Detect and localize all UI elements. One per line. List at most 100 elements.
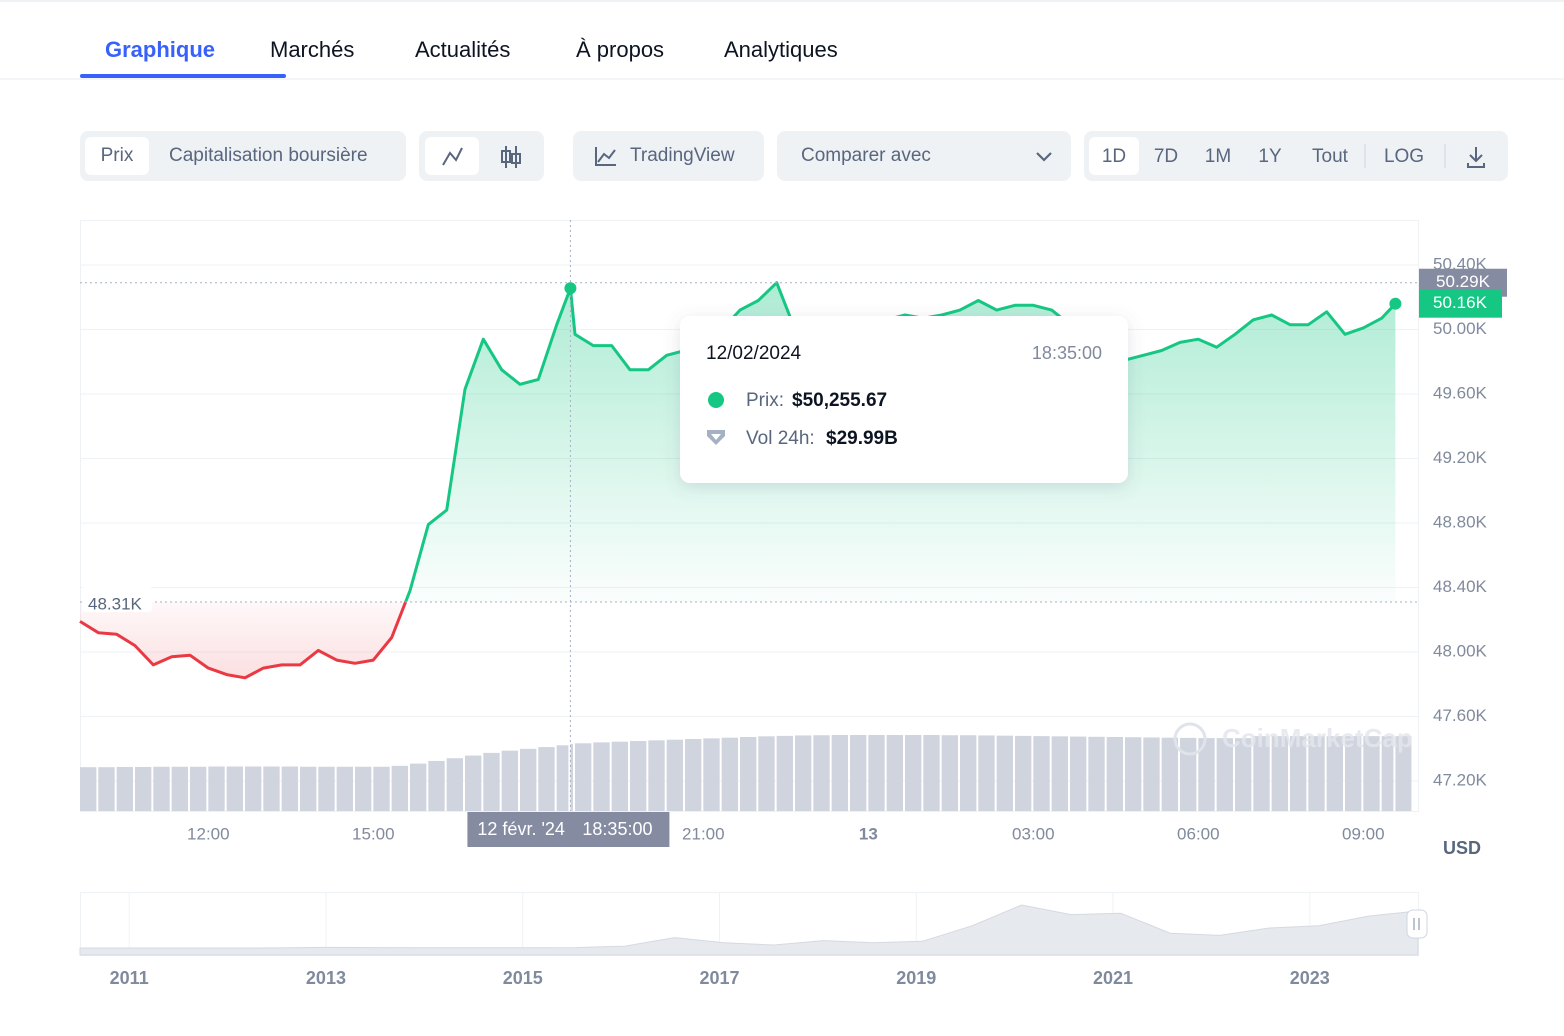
- last-label: 50.16K: [1433, 293, 1488, 312]
- navigator-year: 2021: [1093, 968, 1133, 988]
- metric-group: [80, 131, 406, 181]
- tab[interactable]: À propos: [576, 37, 664, 62]
- y-tick-label: 47.60K: [1433, 706, 1488, 725]
- tab-underline: [80, 74, 286, 78]
- compare-dropdown[interactable]: [777, 131, 1071, 181]
- volume-bar: [1326, 736, 1343, 811]
- volume-bar: [373, 766, 390, 811]
- unit-label: USD: [1443, 838, 1481, 858]
- volume-bar: [1395, 736, 1412, 811]
- chevron: [1036, 152, 1052, 162]
- navigator: 2011 2013 2015 2017 2019 2021 2023: [79, 892, 1428, 988]
- selected-pill: [85, 137, 149, 175]
- volume-bar: [570, 743, 573, 811]
- tradingview-button[interactable]: [573, 131, 764, 181]
- candle-icon[interactable]: [501, 146, 521, 168]
- volume-bar: [685, 739, 702, 811]
- volume-bar: [428, 760, 445, 811]
- volume-bar: [410, 763, 427, 811]
- tab[interactable]: Graphique: [105, 37, 215, 62]
- volume-bar: [1070, 736, 1087, 811]
- metric-button[interactable]: Prix: [101, 145, 134, 166]
- volume-bar: [1271, 736, 1288, 811]
- volume-bar: [318, 766, 335, 811]
- tradingview-icon: [595, 147, 616, 166]
- volume-bar: [758, 736, 775, 811]
- tab[interactable]: Actualités: [415, 37, 510, 62]
- x-tick-label: 21:00: [682, 824, 725, 843]
- volume-label: Vol 24h:: [746, 428, 815, 449]
- volume-bar: [98, 767, 115, 811]
- volume-bar: [1180, 737, 1197, 811]
- volume-bar: [740, 737, 757, 811]
- tooltip-box: [680, 316, 1128, 483]
- x-tick-label: 15:00: [352, 824, 395, 843]
- watermark-logo: [1173, 722, 1207, 756]
- y-tick-label: 48.40K: [1433, 577, 1488, 596]
- tab[interactable]: Analytiques: [724, 37, 838, 62]
- volume-bar: [520, 748, 537, 811]
- range-button[interactable]: Tout: [1312, 146, 1349, 167]
- volume-bar: [886, 735, 903, 811]
- volume-bar: [300, 766, 317, 811]
- volume-bar: [556, 745, 569, 811]
- volume-bar: [446, 758, 463, 811]
- volume-bar: [923, 735, 940, 811]
- y-tick-label: 49.20K: [1433, 448, 1488, 467]
- crosshair-label-bg: [467, 812, 670, 847]
- download-icon[interactable]: [1467, 147, 1485, 168]
- volume-bar: [996, 735, 1013, 811]
- volume-bar: [501, 750, 518, 811]
- range-button[interactable]: 1D: [1102, 146, 1126, 167]
- volume-bar: [1345, 736, 1362, 811]
- high-label: 50.29K: [1436, 272, 1491, 291]
- volume-bar: [666, 739, 683, 811]
- volume-bar: [868, 735, 885, 811]
- volume-bar: [1198, 738, 1215, 811]
- volume-bar: [1125, 737, 1142, 811]
- x-tick-label: 12:00: [187, 824, 230, 843]
- volume-icon-inner: [711, 434, 721, 440]
- last-point: [1389, 297, 1402, 310]
- log-button[interactable]: LOG: [1384, 146, 1424, 167]
- baseline-label-bg: [82, 586, 152, 613]
- volume-bar: [226, 766, 243, 811]
- volume-bar: [1015, 735, 1032, 811]
- volume-bar: [245, 766, 262, 811]
- navigator-handle[interactable]: [1406, 909, 1428, 939]
- price-dot: [708, 392, 724, 408]
- range-button[interactable]: 1M: [1205, 146, 1231, 167]
- price-label: Prix:: [746, 390, 784, 411]
- tooltip-time: 18:35:00: [1032, 343, 1102, 363]
- chart: 47.20K 47.60K 48.00K 48.40K 48.80K 49.20K 49.6…: [79, 220, 1507, 858]
- x-tick-label: 09:00: [1342, 824, 1385, 843]
- volume-bar: [593, 742, 610, 811]
- volume-bar: [1143, 737, 1160, 811]
- volume-bar: [1308, 736, 1325, 811]
- selected-pill: [1089, 137, 1139, 175]
- tooltip: 12/02/2024 18:35:00 Prix: $50,255.67 Vol…: [680, 316, 1128, 483]
- tab[interactable]: Marchés: [270, 37, 354, 62]
- volume-bar: [1216, 738, 1233, 811]
- tooltip-date: 12/02/2024: [706, 343, 802, 364]
- price-line-down: [79, 602, 408, 680]
- y-tick-label: 47.20K: [1433, 770, 1488, 789]
- volume-bar: [850, 735, 867, 811]
- x-tick-label: 03:00: [1012, 824, 1055, 843]
- hover-point: [564, 282, 577, 295]
- volume-bar: [355, 766, 372, 811]
- line-icon[interactable]: [442, 147, 463, 166]
- volume-bar: [941, 735, 958, 811]
- toolbar: Prix Capitalisation boursière TradingVie…: [80, 131, 1508, 181]
- volume-bar: [391, 765, 408, 811]
- volume-bar: [190, 766, 207, 811]
- range-button[interactable]: 7D: [1154, 146, 1178, 167]
- navigator-year: 2011: [110, 968, 149, 988]
- last-label-bg: [1419, 289, 1502, 318]
- navigator-year: 2017: [699, 968, 739, 988]
- metric-button[interactable]: Capitalisation boursière: [169, 145, 368, 166]
- x-tick-label: 06:00: [1177, 824, 1220, 843]
- baseline-label: 48.31K: [88, 594, 143, 613]
- range-button[interactable]: 1Y: [1258, 146, 1282, 167]
